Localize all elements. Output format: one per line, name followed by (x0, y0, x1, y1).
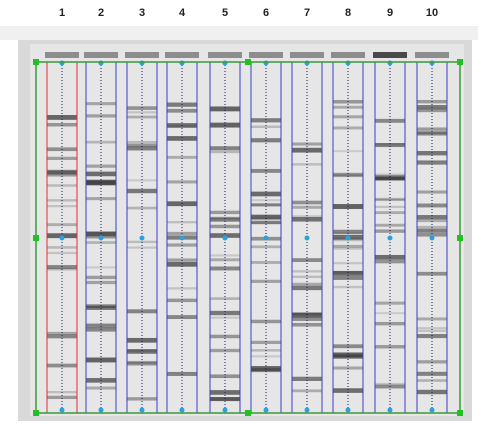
well (45, 52, 79, 58)
lane-node[interactable] (388, 408, 393, 413)
frame-handle[interactable] (457, 235, 463, 241)
band (127, 106, 157, 110)
band (210, 397, 240, 401)
frame-handle[interactable] (245, 410, 251, 416)
lane-node[interactable] (223, 408, 228, 413)
well (331, 52, 365, 58)
band (417, 127, 447, 130)
band (167, 372, 197, 376)
frame-handle[interactable] (33, 410, 39, 416)
lane-node[interactable] (346, 236, 351, 241)
band (86, 306, 116, 310)
lane-node[interactable] (60, 236, 65, 241)
band (292, 142, 322, 145)
band (167, 262, 197, 267)
lane-node[interactable] (180, 236, 185, 241)
lane-node[interactable] (388, 236, 393, 241)
band (292, 217, 322, 221)
band (417, 330, 447, 332)
lane-label: 3 (139, 7, 145, 19)
well (125, 52, 159, 58)
lane-node[interactable] (430, 408, 435, 413)
lane-node[interactable] (305, 236, 310, 241)
lane-label: 4 (179, 7, 186, 19)
lane-label: 9 (387, 7, 393, 19)
band (417, 151, 447, 155)
band (417, 390, 447, 394)
frame-handle[interactable] (33, 59, 39, 65)
lane-label: 2 (98, 7, 104, 19)
well (290, 52, 324, 58)
band (251, 192, 281, 197)
header-strip (0, 26, 478, 40)
gel-viewer: 1 2 3 4 5 6 7 8 9 10 (0, 0, 478, 423)
lane-node[interactable] (264, 236, 269, 241)
lane-node[interactable] (305, 408, 310, 413)
lane-label: 10 (426, 7, 438, 19)
band (292, 148, 322, 153)
lane-node[interactable] (430, 236, 435, 241)
lane-node[interactable] (60, 408, 65, 413)
well (84, 52, 118, 58)
lane-label: 5 (222, 7, 228, 19)
lane-node[interactable] (99, 408, 104, 413)
band (127, 207, 157, 210)
lane-node[interactable] (346, 408, 351, 413)
lane-node[interactable] (140, 236, 145, 241)
well (249, 52, 283, 58)
lane-label: 1 (59, 7, 65, 19)
band (417, 190, 447, 193)
band (292, 313, 322, 318)
frame-handle[interactable] (33, 235, 39, 241)
well (415, 52, 449, 58)
band (333, 150, 363, 152)
band (86, 114, 116, 117)
lane-label: 7 (304, 7, 310, 19)
band (47, 265, 77, 269)
band (47, 252, 77, 254)
band (417, 334, 447, 338)
lane-node[interactable] (264, 408, 269, 413)
band (251, 118, 281, 122)
band (375, 312, 405, 314)
lane-node[interactable] (223, 236, 228, 241)
well (373, 52, 407, 58)
well (208, 52, 242, 58)
frame-handle[interactable] (457, 410, 463, 416)
band (47, 334, 77, 338)
band (333, 276, 363, 280)
frame-handle[interactable] (457, 59, 463, 65)
well (165, 52, 199, 58)
lane-label: 8 (345, 7, 351, 19)
band (417, 372, 447, 376)
lane-node[interactable] (99, 236, 104, 241)
frame-handle[interactable] (245, 59, 251, 65)
lane-label: 6 (263, 7, 269, 19)
lane-node[interactable] (140, 408, 145, 413)
band (375, 229, 405, 232)
lane-node[interactable] (180, 408, 185, 413)
